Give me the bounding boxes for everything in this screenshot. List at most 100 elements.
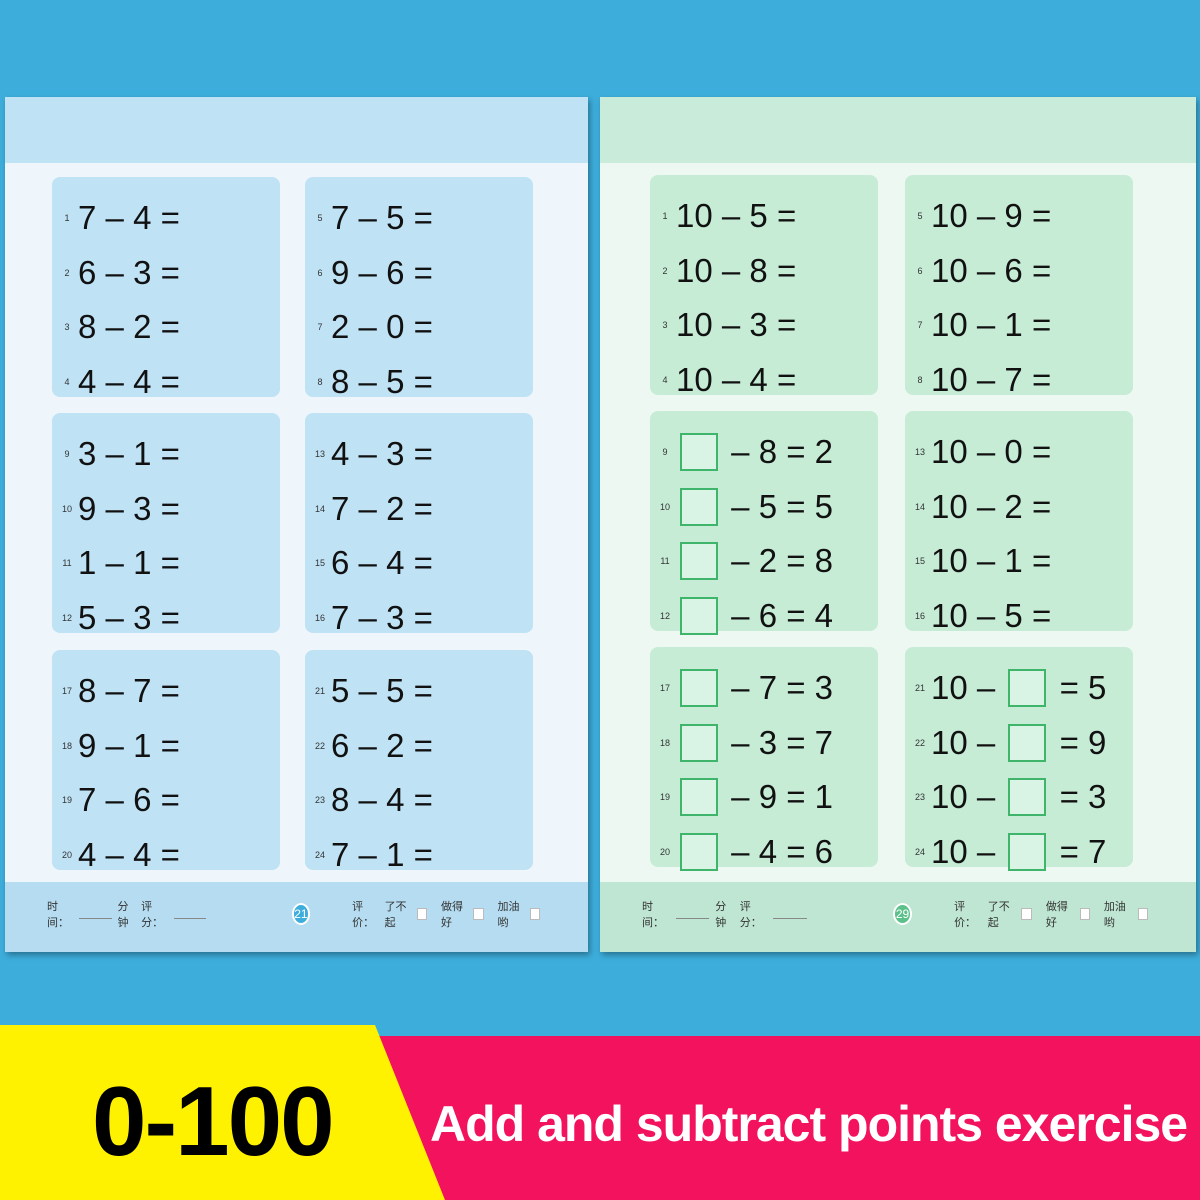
operand: 2: [386, 489, 405, 527]
operand: 4: [386, 781, 405, 819]
result: 9: [1088, 723, 1107, 761]
rating-checkbox[interactable]: [473, 908, 484, 920]
answer-box[interactable]: [680, 723, 718, 762]
expression: 8 – 5 =: [331, 363, 442, 401]
problem-number: 4: [662, 374, 668, 385]
expression: 10 – 0 =: [931, 433, 1060, 471]
expression: 10 – 1 =: [931, 306, 1060, 344]
operand: 10: [931, 778, 968, 816]
operand: 3: [78, 435, 97, 473]
equals-sign: =: [777, 433, 815, 471]
expression: 7 – 1 =: [331, 836, 442, 874]
minus-sign: –: [96, 781, 134, 819]
equals-sign: =: [404, 489, 443, 527]
problem: 23 10 – = 3: [905, 770, 1133, 825]
rating-checkbox[interactable]: [1137, 908, 1148, 920]
rating-checkbox[interactable]: [529, 908, 540, 920]
operand: 5: [386, 672, 405, 710]
minus-sign: –: [722, 832, 759, 870]
minus-sign: –: [967, 487, 1005, 525]
minus-sign: –: [967, 832, 1005, 870]
minus-sign: –: [712, 251, 750, 289]
problem-number: 17: [61, 686, 72, 697]
answer-box[interactable]: [680, 832, 718, 871]
minus-sign: –: [967, 197, 1005, 235]
problem-number: 7: [317, 322, 323, 333]
equals-sign: =: [777, 487, 815, 525]
equals-sign: =: [151, 726, 190, 764]
answer-box[interactable]: [680, 596, 718, 635]
result: 3: [1088, 778, 1107, 816]
operand: 2: [1004, 487, 1023, 525]
answer-box[interactable]: [680, 669, 718, 708]
minus-sign: –: [96, 726, 134, 764]
equals-sign: =: [777, 669, 815, 707]
problem-number: 3: [64, 322, 70, 333]
equals-sign: =: [151, 489, 190, 527]
equals-sign: =: [404, 199, 443, 237]
problem: 19 7 – 6 =: [52, 773, 280, 828]
rating-checkbox[interactable]: [1021, 908, 1032, 920]
problem-number: 4: [64, 376, 70, 387]
answer-box[interactable]: [680, 487, 718, 526]
answer-box[interactable]: [1008, 778, 1047, 817]
equals-sign: =: [151, 308, 190, 346]
equals-sign: =: [1050, 778, 1089, 816]
equals-sign: =: [1022, 197, 1061, 235]
problem: 15 10 – 1 =: [905, 534, 1133, 589]
operand: 2: [133, 308, 152, 346]
problem: 22 10 – = 9: [905, 716, 1133, 771]
equals-sign: =: [777, 542, 815, 580]
answer-box[interactable]: [1008, 832, 1047, 871]
operand: 4: [78, 362, 97, 400]
problem: 11 – 2 = 8: [650, 534, 878, 589]
minus-sign: –: [967, 251, 1005, 289]
expression: 3 – 1 =: [78, 435, 189, 473]
operand: 9: [1004, 197, 1023, 235]
answer-box[interactable]: [680, 433, 718, 472]
answer-box[interactable]: [680, 778, 718, 817]
expression: – 5 = 5: [676, 487, 833, 526]
expression: 10 – 5 =: [931, 597, 1060, 635]
rating-checkbox[interactable]: [417, 908, 428, 920]
operand: 0: [1004, 433, 1023, 471]
operand: 10: [931, 487, 968, 525]
expression: – 4 = 6: [676, 832, 833, 871]
rating-checkbox[interactable]: [1079, 908, 1090, 920]
expression: 4 – 4 =: [78, 836, 189, 874]
operand: 10: [931, 669, 968, 707]
operand: 8: [331, 362, 350, 400]
answer-box[interactable]: [1008, 723, 1047, 762]
operand: 10: [931, 197, 968, 235]
expression: 5 – 3 =: [78, 599, 189, 637]
equals-sign: =: [777, 832, 815, 870]
time-blank: [79, 909, 112, 919]
operand: 1: [133, 544, 152, 582]
banner-yellow: [0, 1025, 445, 1200]
problem-number: 6: [917, 265, 923, 276]
problem-number: 1: [662, 211, 668, 222]
header-decoration: [600, 97, 1196, 163]
equals-sign: =: [404, 598, 443, 636]
problem-group: 21 5 – 5 = 22 6 – 2 = 23 8 – 4 = 24 7 – 1 =: [305, 650, 533, 873]
operand: 7: [133, 672, 152, 710]
operand: 6: [133, 781, 152, 819]
expression: – 8 = 2: [676, 433, 833, 472]
answer-box[interactable]: [680, 542, 718, 581]
problem: 9 – 8 = 2: [650, 425, 878, 480]
problem-number: 16: [314, 612, 325, 623]
minus-sign: –: [722, 778, 759, 816]
problem: 14 7 – 2 =: [305, 482, 533, 537]
problem-number: 24: [914, 846, 925, 857]
answer-box[interactable]: [1008, 669, 1047, 708]
footer-row: 时间： 分钟 评分： 29 评价： 了不起 做得好 加油哟: [642, 898, 1156, 930]
expression: 5 – 5 =: [331, 672, 442, 710]
equals-sign: =: [1022, 251, 1061, 289]
rating-label: 了不起: [987, 901, 1010, 929]
problem: 12 5 – 3 =: [52, 591, 280, 646]
operand: 10: [931, 832, 968, 870]
expression: 10 – 1 =: [931, 542, 1060, 580]
problem: 12 – 6 = 4: [650, 589, 878, 644]
